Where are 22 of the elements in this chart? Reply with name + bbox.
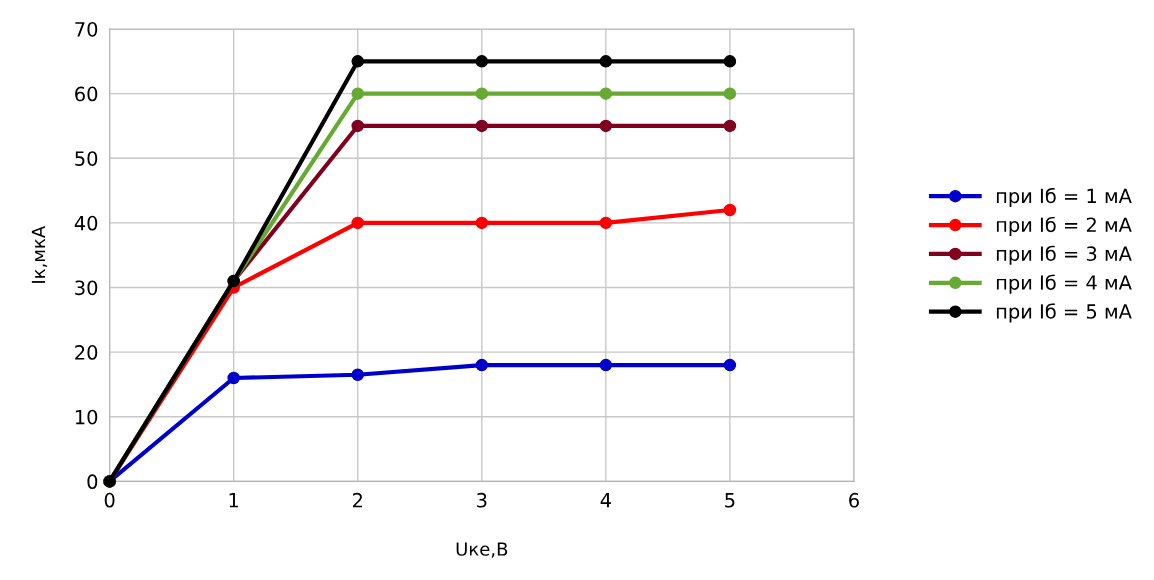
y-tick-label: 70	[75, 21, 98, 37]
x-tick-label: 5	[725, 493, 735, 508]
y-axis-title: Iк,мкА	[31, 225, 48, 283]
x-tick-label: 3	[477, 492, 487, 508]
y-tick-label: 40	[74, 215, 98, 231]
legend-label: при Iб = 5 мА	[996, 303, 1132, 323]
x-tick-label: 2	[352, 492, 362, 508]
y-tick-label: 10	[75, 409, 98, 425]
y-tick-label: 20	[75, 345, 98, 360]
y-tick-label: 50	[75, 151, 98, 166]
legend-label: при Iб = 3 мА	[996, 245, 1132, 265]
x-tick-label: 1	[229, 493, 239, 508]
x-tick-label: 6	[849, 492, 859, 508]
y-tick-label: 30	[75, 280, 98, 296]
x-tick-label: 4	[600, 493, 611, 508]
y-tick-label: 0	[87, 474, 98, 490]
legend-label: при Iб = 4 мА	[996, 274, 1132, 294]
y-tick-label: 60	[75, 86, 98, 102]
legend-label: при Iб = 2 мА	[996, 216, 1132, 236]
legend-label: при Iб = 1 мА	[996, 187, 1132, 208]
x-axis-title: Uке,В	[456, 542, 508, 558]
x-tick-label: 0	[104, 492, 115, 508]
